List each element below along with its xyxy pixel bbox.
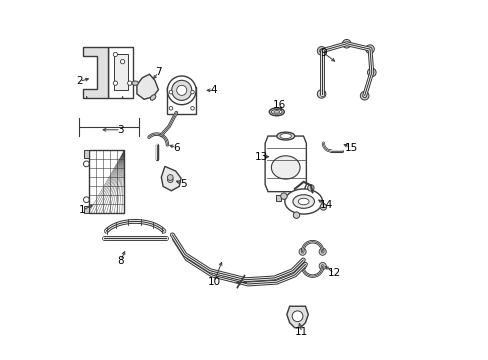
Circle shape xyxy=(113,81,117,85)
Ellipse shape xyxy=(276,132,294,140)
Ellipse shape xyxy=(271,156,300,179)
Circle shape xyxy=(298,248,305,255)
Polygon shape xyxy=(286,306,308,328)
Circle shape xyxy=(83,197,89,203)
Ellipse shape xyxy=(298,198,308,205)
Ellipse shape xyxy=(269,108,284,116)
Circle shape xyxy=(320,204,326,210)
Circle shape xyxy=(167,177,173,183)
Text: 2: 2 xyxy=(76,76,82,86)
Ellipse shape xyxy=(132,81,138,85)
Text: 10: 10 xyxy=(207,277,220,287)
Text: 14: 14 xyxy=(319,200,332,210)
Polygon shape xyxy=(137,74,158,99)
Text: 3: 3 xyxy=(117,125,124,135)
Ellipse shape xyxy=(273,111,279,113)
Bar xyxy=(167,87,196,114)
Circle shape xyxy=(169,90,172,94)
Polygon shape xyxy=(161,166,181,191)
Circle shape xyxy=(292,311,303,321)
Ellipse shape xyxy=(285,189,322,214)
Circle shape xyxy=(317,90,325,98)
Bar xyxy=(108,47,133,98)
Circle shape xyxy=(293,212,299,219)
Text: 15: 15 xyxy=(344,143,357,153)
Polygon shape xyxy=(83,47,108,98)
Bar xyxy=(84,206,88,213)
Bar xyxy=(275,195,281,201)
Text: 12: 12 xyxy=(327,268,340,278)
Circle shape xyxy=(113,52,117,57)
Ellipse shape xyxy=(150,95,156,100)
Circle shape xyxy=(365,45,373,53)
Circle shape xyxy=(169,107,172,110)
Text: 1: 1 xyxy=(79,206,85,216)
Text: 5: 5 xyxy=(180,179,186,189)
Bar xyxy=(289,195,295,201)
Circle shape xyxy=(319,248,325,255)
Circle shape xyxy=(176,85,186,95)
Circle shape xyxy=(317,46,325,55)
Circle shape xyxy=(342,40,350,48)
Text: 13: 13 xyxy=(255,152,268,162)
Text: 8: 8 xyxy=(117,256,124,266)
Circle shape xyxy=(307,185,313,191)
Circle shape xyxy=(280,193,286,199)
Circle shape xyxy=(319,262,325,270)
Polygon shape xyxy=(264,136,306,192)
Text: 16: 16 xyxy=(272,100,285,110)
Text: 6: 6 xyxy=(173,143,179,153)
Circle shape xyxy=(120,59,124,64)
Circle shape xyxy=(190,107,194,110)
Circle shape xyxy=(167,175,173,180)
Circle shape xyxy=(367,68,375,77)
Circle shape xyxy=(127,81,132,85)
Circle shape xyxy=(360,91,368,100)
Bar xyxy=(88,150,124,213)
Circle shape xyxy=(83,161,89,167)
Bar xyxy=(113,54,128,90)
Bar xyxy=(84,150,88,158)
Text: 11: 11 xyxy=(295,327,308,337)
Ellipse shape xyxy=(292,195,314,208)
Circle shape xyxy=(171,80,191,100)
Circle shape xyxy=(190,90,194,94)
Ellipse shape xyxy=(271,109,282,114)
Text: 9: 9 xyxy=(320,48,326,58)
Text: 7: 7 xyxy=(155,67,162,77)
Circle shape xyxy=(298,262,305,270)
Text: 4: 4 xyxy=(210,85,217,95)
Ellipse shape xyxy=(280,134,291,139)
Circle shape xyxy=(167,76,196,105)
